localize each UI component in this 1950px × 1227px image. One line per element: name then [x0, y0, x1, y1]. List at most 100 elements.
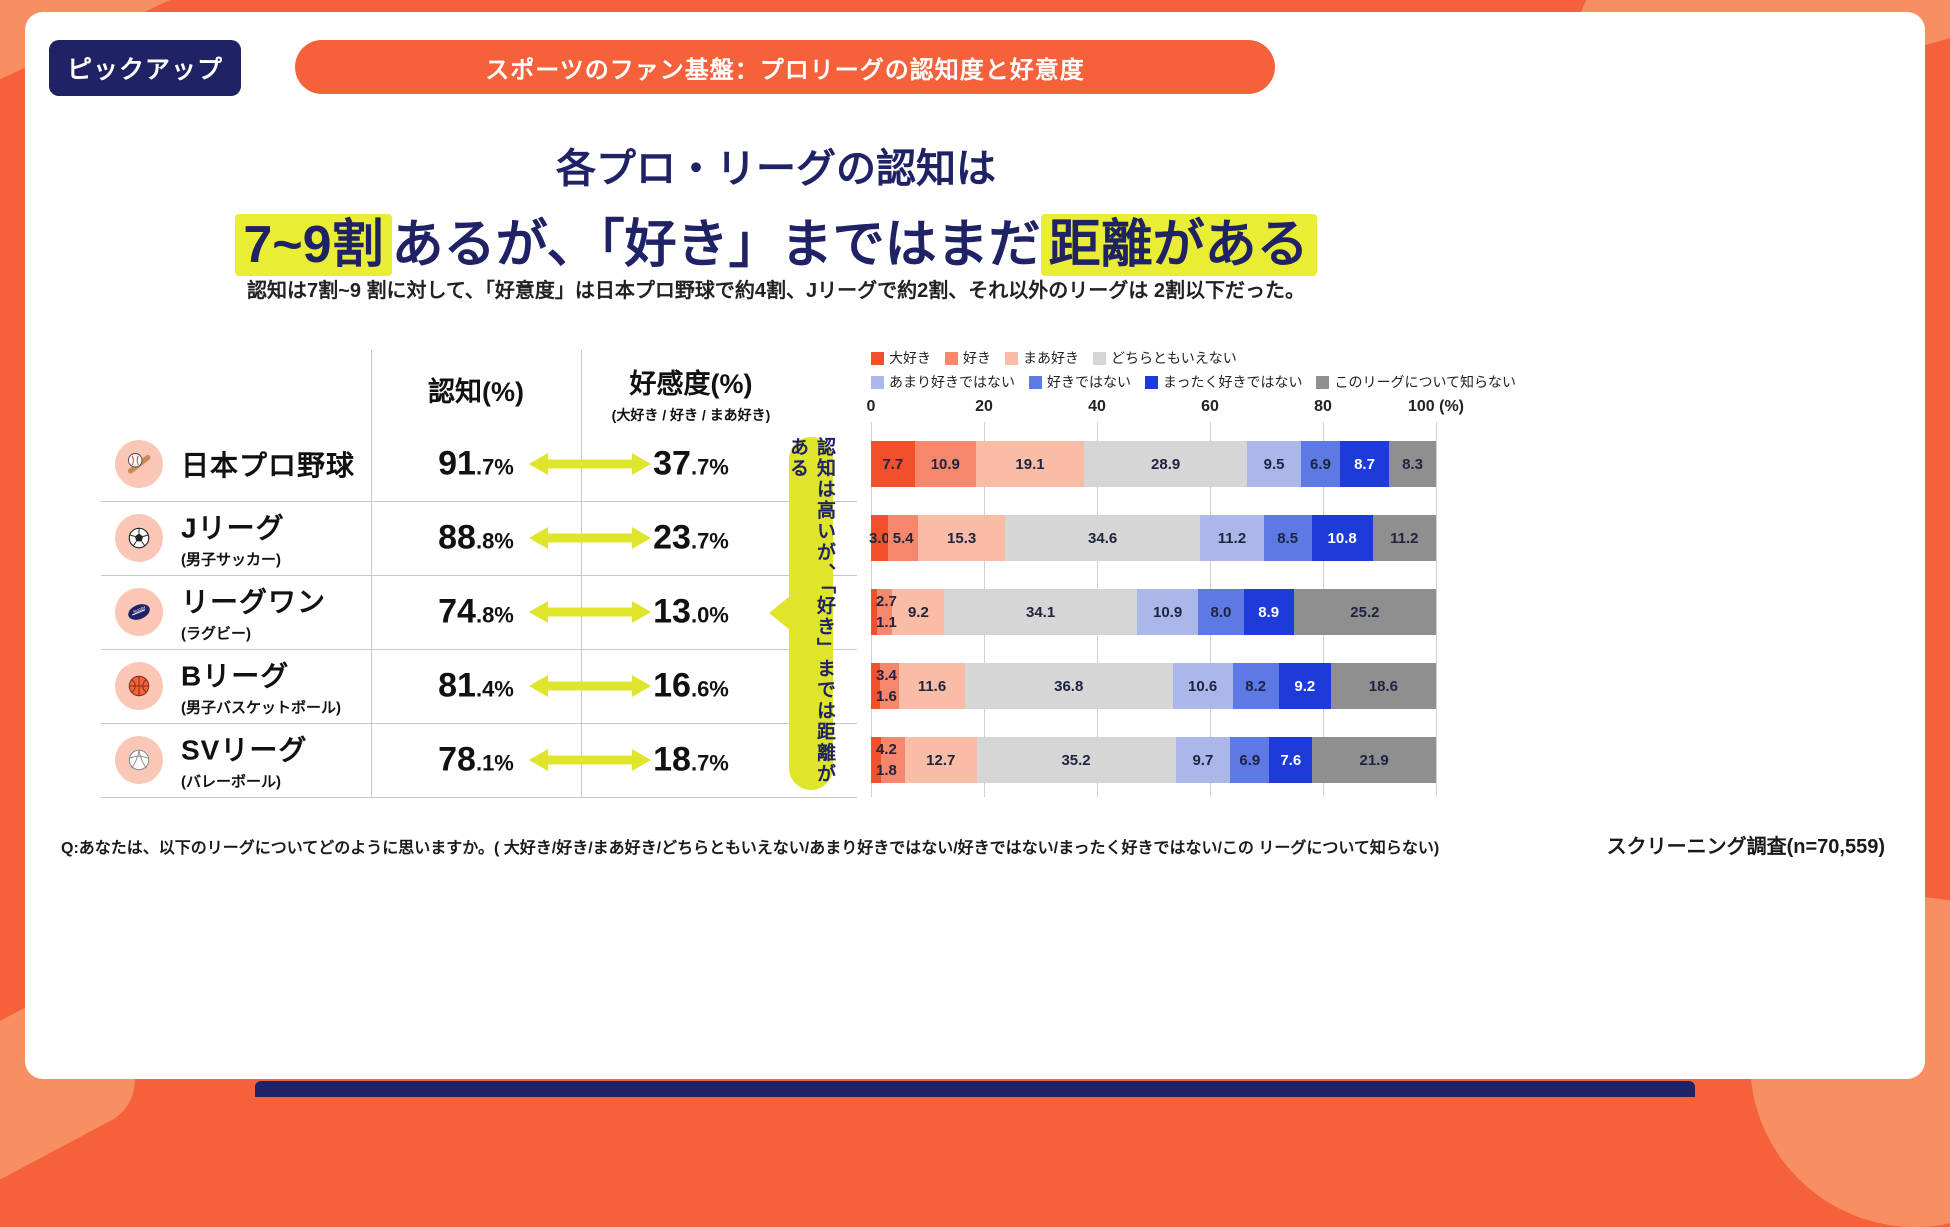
chart-plot: 7.7 10.9 19.1 28.9 9.5 6.9 8.7 8.3 3.0 5.4 15.3 34.… [869, 422, 1437, 797]
page-title: 各プロ・リーグの認知は 7~9割 あるが、「好き」まではまだ 距離がある [25, 136, 1527, 277]
callout-pill: 認知は高いが、「好き」までは距離がある [787, 437, 835, 790]
soccer-ball-icon [115, 514, 163, 562]
awareness-column-header: 認知(%) [428, 377, 524, 407]
legend-label: 好きではない [1047, 374, 1131, 390]
table-row: 日本プロ野球 91.7% 37.7% [101, 427, 857, 501]
bar-segment [880, 663, 900, 709]
table-row: Jリーグ (男子サッカー) 88.8% 23.7% [101, 501, 857, 575]
table-divider [581, 350, 582, 797]
league-sub: (バレーボール) [181, 773, 281, 791]
rugby-ball-icon: RUGBY [115, 588, 163, 636]
value-decimal: .7% [475, 454, 514, 480]
bar-segment: 18.6 [1330, 663, 1436, 709]
legend-swatch [871, 375, 884, 389]
bar-segment: 21.9 [1312, 737, 1436, 783]
bar-segment: 6.9 [1230, 737, 1270, 783]
value-integer: 81 [438, 666, 476, 705]
league: Bリーグ (男子バスケットボール) [181, 655, 341, 718]
title-highlight-2: 距離がある [1040, 214, 1317, 276]
value-decimal: .8% [475, 602, 514, 628]
favorability-value: 23.7% [621, 519, 761, 558]
basketball-icon [115, 662, 163, 710]
chart-legend-row-1: 大好き 好き まあ好き どちらともいえない [871, 348, 1237, 368]
table-divider [371, 350, 372, 797]
legend-swatch [1005, 351, 1018, 365]
favorability-value: 16.6% [621, 667, 761, 706]
table-row: SVリーグ (バレーボール) 78.1% 18.7% [101, 723, 857, 797]
legend-label: 大好き [889, 350, 931, 366]
stacked-bar-chart: 大好き 好き まあ好き どちらともいえない あまり好きではない 好きではない まったく好き… [867, 342, 1516, 812]
gridline [1436, 422, 1437, 797]
stacked-bar: 9.2 34.1 10.9 8.0 8.9 25.2 2.7 1.1 [871, 589, 1436, 635]
league: リーグワン (ラグビー) [181, 581, 326, 644]
bar-segment: 10.9 [1136, 589, 1199, 635]
favorability-value: 13.0% [621, 593, 761, 632]
title-middle: あるが、「好き」まではまだ [391, 216, 1041, 274]
table-row: Bリーグ (男子バスケットボール) 81.4% 16.6% [101, 649, 857, 723]
league-sub: (ラグビー) [181, 625, 251, 643]
value-decimal: .7% [690, 454, 729, 480]
bar-segment: 10.8 [1311, 515, 1373, 561]
value-integer: 74 [438, 592, 476, 631]
bar-segment: 34.6 [1004, 515, 1201, 561]
title-line-1: 各プロ・リーグの認知は [556, 147, 996, 191]
baseball-icon [115, 440, 163, 488]
league: Jリーグ (男子サッカー) [181, 507, 285, 570]
title-line-2: 7~9割 あるが、「好き」まではまだ 距離がある [25, 202, 1527, 277]
chart-legend-row-2: あまり好きではない 好きではない まったく好きではない このリーグについて知らない [871, 372, 1516, 392]
value-decimal: .8% [475, 528, 514, 554]
awareness-value: 91.7% [371, 445, 581, 484]
value-integer: 18 [653, 740, 691, 779]
bar-segment: 8.0 [1198, 589, 1244, 635]
bar-segment [871, 663, 881, 709]
axis-tick-label: 20 [975, 398, 993, 415]
bar-segment: 12.7 [904, 737, 977, 783]
league-name: Bリーグ [181, 660, 290, 692]
axis-tick-label: 60 [1201, 398, 1219, 415]
stacked-bar: 12.7 35.2 9.7 6.9 7.6 21.9 4.2 1.8 [871, 737, 1436, 783]
value-integer: 37 [653, 444, 691, 483]
legend-item: このリーグについて知らない [1316, 372, 1516, 392]
row-separator [101, 649, 857, 650]
legend-label: あまり好きではない [889, 374, 1015, 390]
legend-swatch [1093, 351, 1106, 365]
bar-segment: 34.1 [944, 589, 1137, 635]
bar-segment: 11.6 [899, 663, 965, 709]
value-decimal: .4% [475, 676, 514, 702]
awareness-value: 81.4% [371, 667, 581, 706]
topic-banner: スポーツのファン基盤：プロリーグの認知度と好意度 [295, 40, 1275, 94]
league: 日本プロ野球 [181, 444, 355, 484]
axis-tick-label: 100 (%) [1407, 398, 1465, 415]
legend-item: 好き [945, 348, 991, 368]
value-decimal: .7% [690, 528, 729, 554]
awareness-value: 78.1% [371, 741, 581, 780]
row-separator [101, 797, 857, 798]
favorability-header-main: 好感度(%) [629, 369, 753, 399]
bar-segment: 5.4 [887, 515, 919, 561]
bar-segment: 11.2 [1372, 515, 1436, 561]
legend-swatch [1316, 375, 1330, 389]
subtitle: 認知は7割~9 割に対して、「好意度」は日本プロ野球で約4割、Jリーグで約2割、… [247, 280, 1305, 302]
bar-segment: 8.7 [1339, 441, 1390, 487]
legend-swatch [871, 351, 884, 365]
axis-tick-label: 0 [866, 398, 876, 415]
stacked-bar: 7.7 10.9 19.1 28.9 9.5 6.9 8.7 8.3 [871, 441, 1436, 487]
callout-text: 認知は高いが、「好き」までは距離がある [787, 437, 835, 785]
double-arrow-icon [529, 747, 651, 773]
bar-segment: 25.2 [1293, 589, 1436, 635]
league-name: Jリーグ [181, 512, 285, 544]
legend-item: 好きではない [1029, 372, 1131, 392]
legend-swatch [1029, 375, 1042, 389]
legend-item: 大好き [871, 348, 931, 368]
value-decimal: .1% [475, 750, 514, 776]
league-name: 日本プロ野球 [181, 450, 356, 481]
bar-segment [871, 737, 882, 783]
league-name: リーグワン [181, 586, 327, 618]
favorability-column-header: 好感度(%) (大好き / 好き / まあ好き) [611, 362, 771, 425]
bar-segment: 15.3 [918, 515, 1005, 561]
double-arrow-icon [529, 673, 651, 699]
legend-item: まったく好きではない [1145, 372, 1302, 392]
bar-segment: 19.1 [976, 441, 1084, 487]
bar-segment: 7.6 [1269, 737, 1313, 783]
bar-segment: 11.2 [1200, 515, 1264, 561]
